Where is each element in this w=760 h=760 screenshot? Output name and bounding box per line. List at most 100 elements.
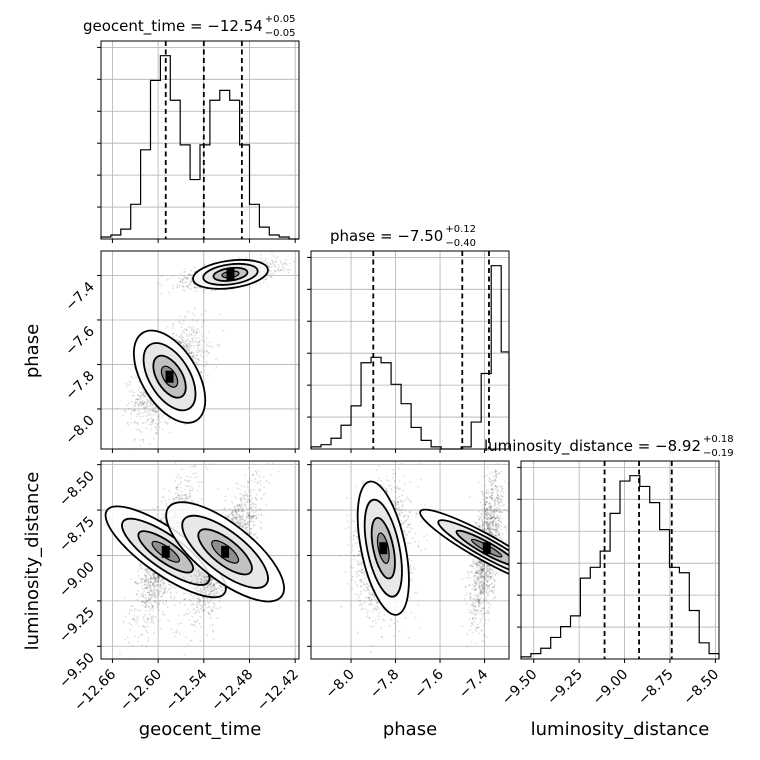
sample-point [145, 597, 148, 599]
sample-point [154, 596, 157, 599]
sample-point [184, 493, 187, 496]
sample-point [145, 605, 148, 608]
sample-point [138, 397, 141, 400]
sample-point [138, 582, 140, 585]
sample-point [185, 347, 188, 349]
sample-point [188, 283, 191, 286]
sample-point [180, 477, 183, 479]
sample-point [243, 510, 245, 513]
sample-point [197, 349, 200, 352]
sample-point [147, 586, 150, 588]
sample-point [148, 605, 150, 608]
sample-point [147, 639, 150, 642]
sample-point [150, 590, 153, 592]
sample-point [155, 411, 157, 414]
sample-point [147, 578, 150, 580]
sample-point [132, 409, 135, 412]
sample-point [284, 262, 287, 265]
sample-point [145, 587, 148, 590]
sample-point [190, 351, 193, 354]
sample-point [145, 405, 148, 408]
sample-point [148, 423, 151, 426]
sample-point [158, 578, 161, 581]
sample-point [174, 604, 176, 607]
sample-point [153, 579, 156, 582]
sample-point [267, 285, 270, 288]
sample-point [145, 570, 147, 573]
sample-point [163, 591, 165, 593]
sample-point [151, 596, 153, 599]
sample-point [287, 269, 290, 272]
sample-point [196, 341, 199, 344]
sample-point [129, 380, 132, 383]
sample-point [137, 428, 140, 431]
sample-point [192, 329, 195, 332]
sample-point [190, 346, 192, 348]
sample-point [194, 465, 197, 468]
sample-point [197, 341, 200, 344]
sample-point [178, 476, 181, 479]
sample-point [198, 597, 201, 600]
sample-point [165, 592, 167, 594]
sample-point [154, 594, 157, 597]
sample-point [295, 257, 297, 260]
sample-point [140, 563, 143, 565]
sample-point [154, 410, 157, 413]
sample-point [143, 396, 145, 399]
sample-point [195, 290, 198, 293]
sample-point [146, 587, 149, 590]
sample-point [149, 586, 152, 589]
sample-point [162, 514, 165, 516]
sample-point [177, 497, 180, 500]
sample-point [145, 584, 148, 586]
sample-point [130, 375, 133, 378]
sample-point [146, 631, 149, 634]
sample-point [146, 600, 148, 603]
sample-point [168, 291, 171, 294]
sample-point [183, 281, 186, 284]
sample-point [122, 414, 125, 416]
sample-point [127, 636, 129, 638]
sample-point [166, 325, 169, 328]
sample-point [153, 592, 156, 594]
sample-point [134, 620, 137, 622]
sample-point [138, 403, 141, 406]
sample-point [126, 422, 129, 425]
sample-point [190, 329, 193, 332]
sample-point [142, 402, 145, 405]
sample-point [161, 496, 164, 499]
sample-point [206, 581, 209, 584]
sample-point [145, 576, 148, 579]
sample-point [143, 422, 145, 424]
sample-point [177, 493, 180, 496]
sample-point [193, 286, 196, 289]
sample-point [184, 346, 187, 348]
sample-point [160, 595, 163, 598]
sample-point [168, 431, 171, 434]
sample-point [151, 420, 154, 423]
sample-point [266, 263, 268, 265]
sample-point [152, 593, 155, 596]
sample-point [181, 497, 183, 500]
sample-point [146, 600, 149, 603]
sample-point [182, 289, 185, 291]
sample-point [189, 489, 192, 492]
sample-point [155, 576, 158, 579]
sample-point [138, 595, 140, 598]
panel-frame [310, 250, 510, 450]
sample-point [245, 256, 248, 259]
sample-point [176, 492, 179, 494]
sample-point [155, 580, 158, 583]
sample-point [151, 405, 154, 407]
sample-point [206, 344, 208, 346]
sample-point [145, 629, 148, 632]
sample-point [132, 394, 134, 397]
sample-point [177, 277, 180, 280]
sample-point [155, 410, 158, 413]
sample-point [154, 615, 157, 618]
sample-point [161, 595, 164, 598]
sample-point [210, 341, 213, 343]
sample-point [175, 338, 177, 341]
sample-point [203, 578, 206, 580]
sample-point [219, 313, 221, 316]
